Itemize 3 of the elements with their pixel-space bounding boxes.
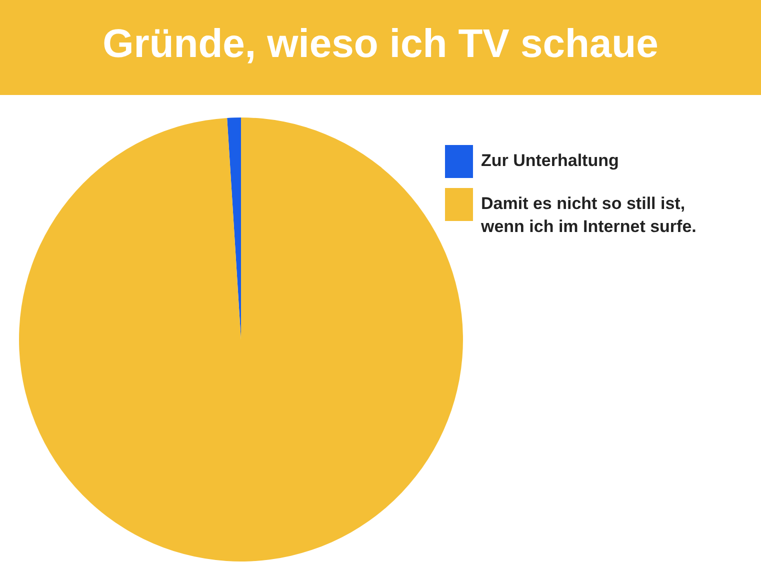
legend-label: Damit es nicht so still ist, wenn ich im Internet surfe. [481, 193, 698, 238]
chart-title: Gründe, wieso ich TV schaue [102, 21, 660, 68]
legend-label: Zur Unterhaltung [481, 150, 620, 172]
